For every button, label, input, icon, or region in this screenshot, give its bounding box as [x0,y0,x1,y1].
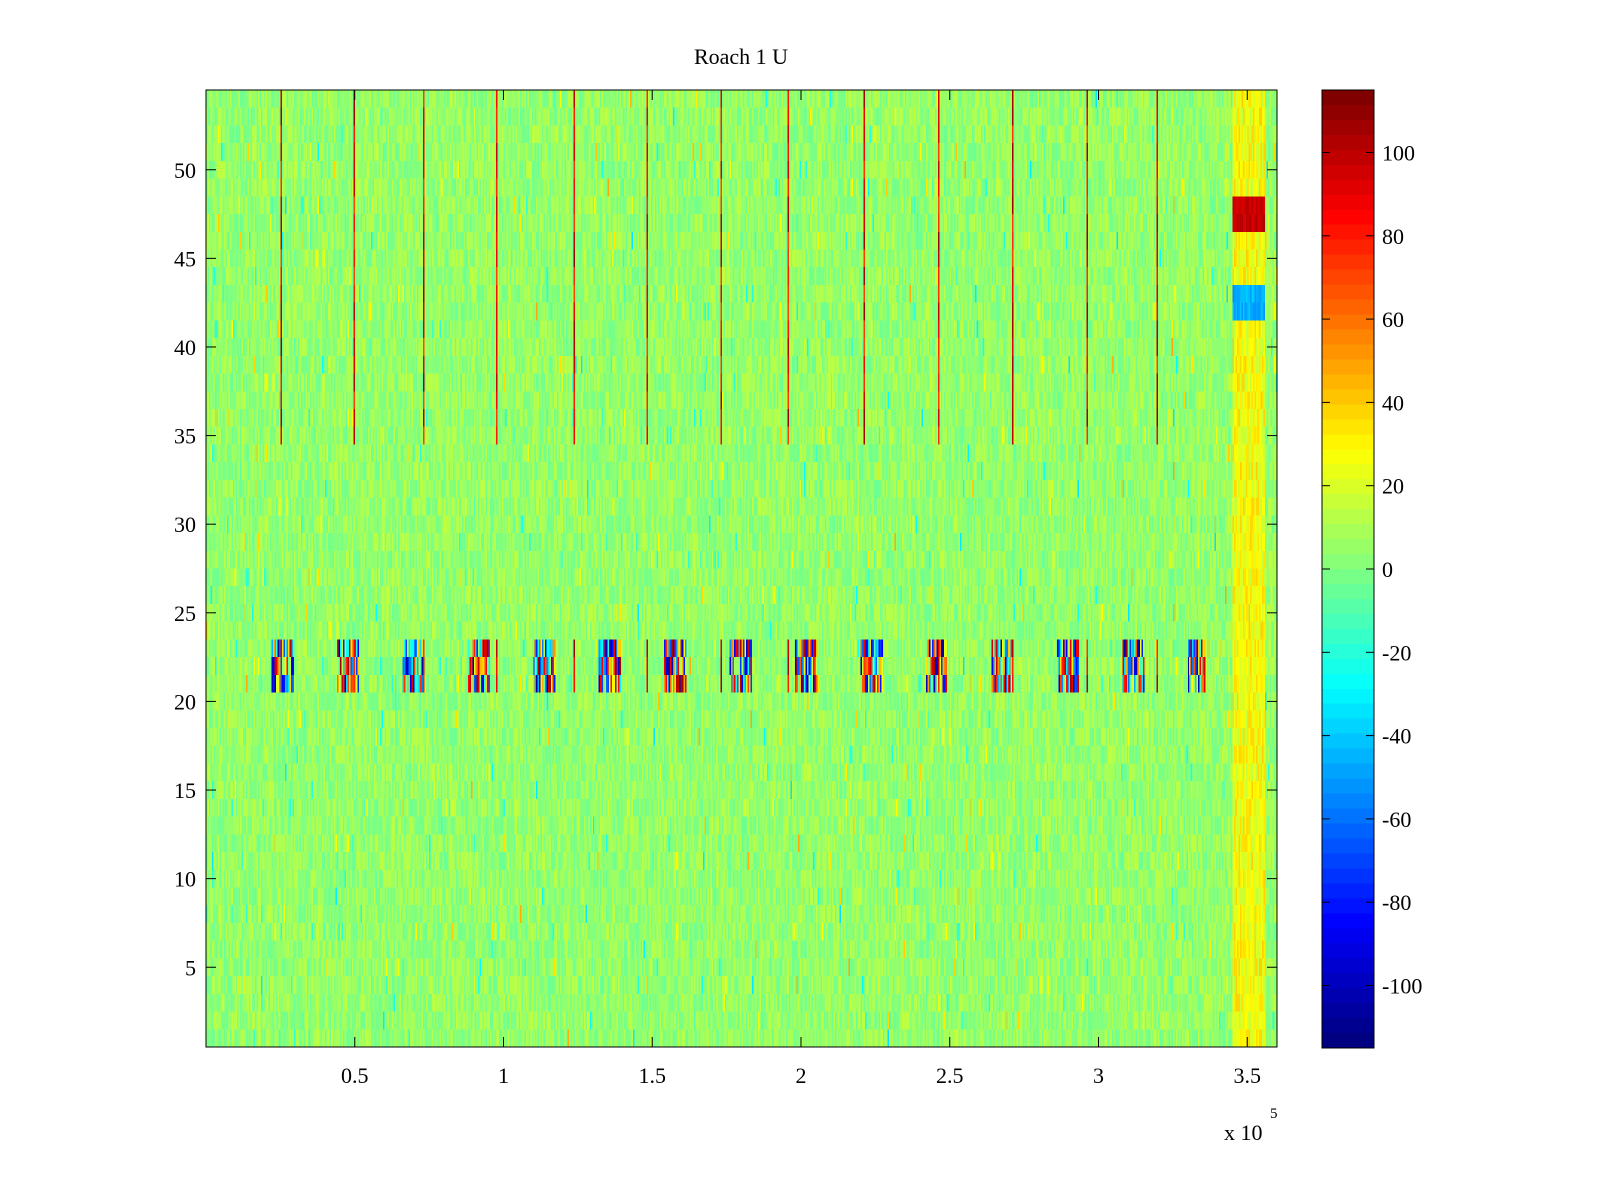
x-exponent-base: x 10 [1224,1120,1263,1145]
colorbar-tick-label: -100 [1382,974,1422,999]
x-tick-label: 3 [1093,1063,1104,1088]
y-tick-label: 25 [174,601,196,626]
colorbar-tick-label: -40 [1382,724,1411,749]
colorbar-tick-label: -20 [1382,640,1411,665]
colorbar-tick-label: 60 [1382,307,1404,332]
x-tick-label: 1 [498,1063,509,1088]
x-tick-label: 0.5 [341,1063,369,1088]
colorbar: 100 80 60 40 20 0 -20 -40 -60 -80 -100 [1321,89,1422,1049]
colorbar-tick-label: -60 [1382,807,1411,832]
x-exponent-power: 5 [1270,1106,1278,1122]
x-tick-label: 1.5 [639,1063,667,1088]
colorbar-tick-label: 40 [1382,390,1404,415]
heatmap-cells [206,90,1277,1047]
x-tick-label: 3.5 [1234,1063,1262,1088]
x-exponent-label: x 10 5 [1224,1106,1278,1145]
y-tick-label: 15 [174,778,196,803]
colorbar-tick-label: -80 [1382,890,1411,915]
colorbar-tick-label: 100 [1382,140,1415,165]
colorbar-ticks: 100 80 60 40 20 0 -20 -40 -60 -80 -100 [1322,140,1422,999]
plot-frame [205,89,1278,1048]
y-tick-label: 30 [174,512,196,537]
y-tick-label: 40 [174,335,196,360]
y-tick-label: 45 [174,246,196,271]
chart-title: Roach 1 U [694,44,788,69]
y-tick-label: 50 [174,158,196,183]
y-tick-label: 20 [174,689,196,714]
colorbar-tick-label: 20 [1382,474,1404,499]
y-tick-label: 10 [174,867,196,892]
x-axis: 0.5 1 1.5 2 2.5 3 3.5 [341,90,1261,1088]
heatmap-plot-area [205,89,1278,1048]
x-tick-label: 2 [796,1063,807,1088]
y-tick-label: 35 [174,424,196,449]
y-axis: 5 10 15 20 25 30 35 40 45 50 [174,158,1277,980]
x-tick-label: 2.5 [936,1063,964,1088]
colorbar-tick-label: 0 [1382,557,1393,582]
colorbar-tick-label: 80 [1382,224,1404,249]
colorbar-gradient [1322,90,1374,1048]
y-tick-label: 5 [185,955,196,980]
